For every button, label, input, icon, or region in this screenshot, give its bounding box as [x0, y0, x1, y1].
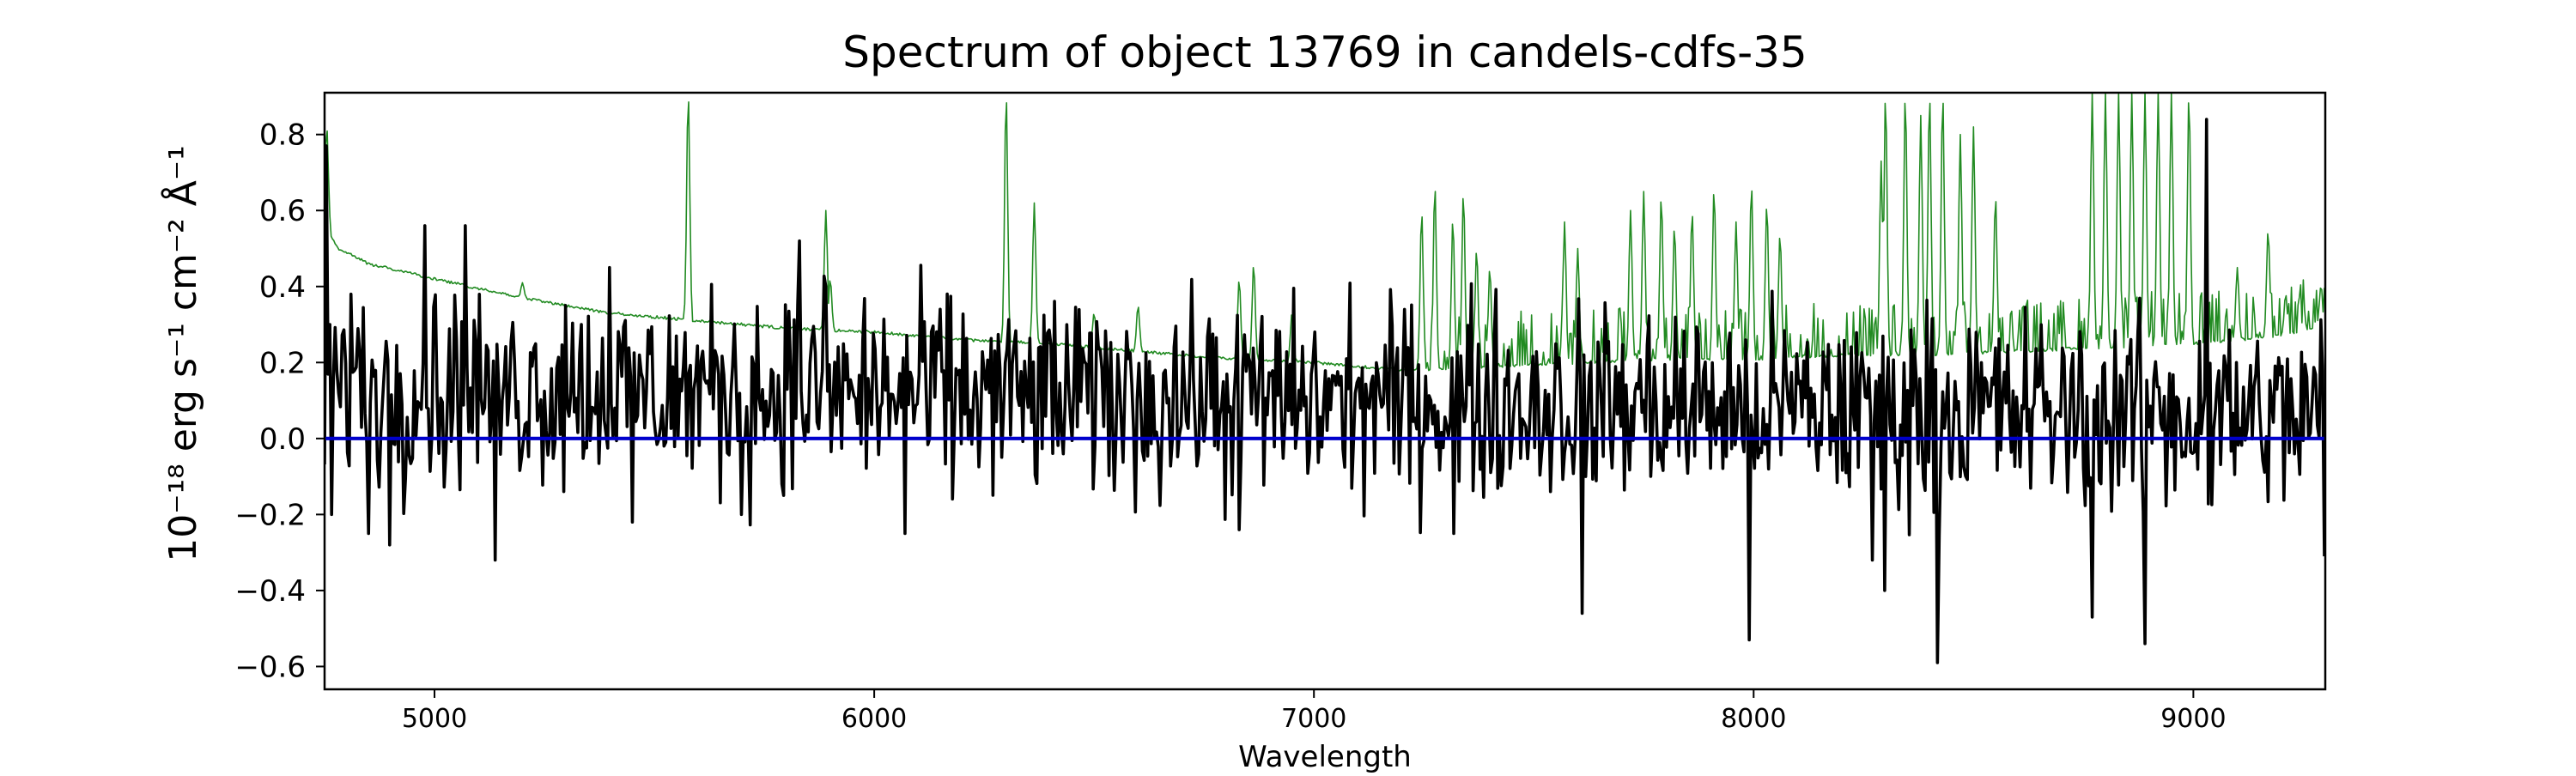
y-tick-label: −0.6 [234, 650, 306, 684]
series-line-2 [325, 118, 2325, 664]
y-tick-label: −0.2 [234, 498, 306, 532]
x-axis-label: Wavelength [1238, 740, 1412, 773]
series-line-1 [325, 93, 2325, 372]
x-tick-label: 5000 [402, 704, 467, 734]
axis-ticks: 5000 6000 7000 8000 9000 −0.6 −0.4 −0.2 0.0 0.2 0.… [234, 118, 2226, 734]
y-tick-label: −0.4 [234, 574, 306, 609]
y-tick-label: 0.6 [259, 194, 306, 228]
data-series [325, 93, 2325, 664]
y-tick-label: 0.2 [259, 346, 306, 380]
x-tick-label: 6000 [841, 704, 907, 734]
y-tick-label: 0.4 [259, 270, 306, 305]
x-tick-label: 7000 [1281, 704, 1346, 734]
y-tick-label: 0.0 [259, 422, 306, 457]
y-axis-label: 10⁻¹⁸ erg s⁻¹ cm⁻² Å⁻¹ [160, 145, 205, 561]
plot-area-frame [323, 91, 2327, 691]
y-tick-label: 0.8 [259, 118, 306, 153]
chart-title: Spectrum of object 13769 in candels-cdfs… [842, 27, 1807, 77]
x-tick-label: 8000 [1721, 704, 1786, 734]
x-tick-label: 9000 [2160, 704, 2226, 734]
